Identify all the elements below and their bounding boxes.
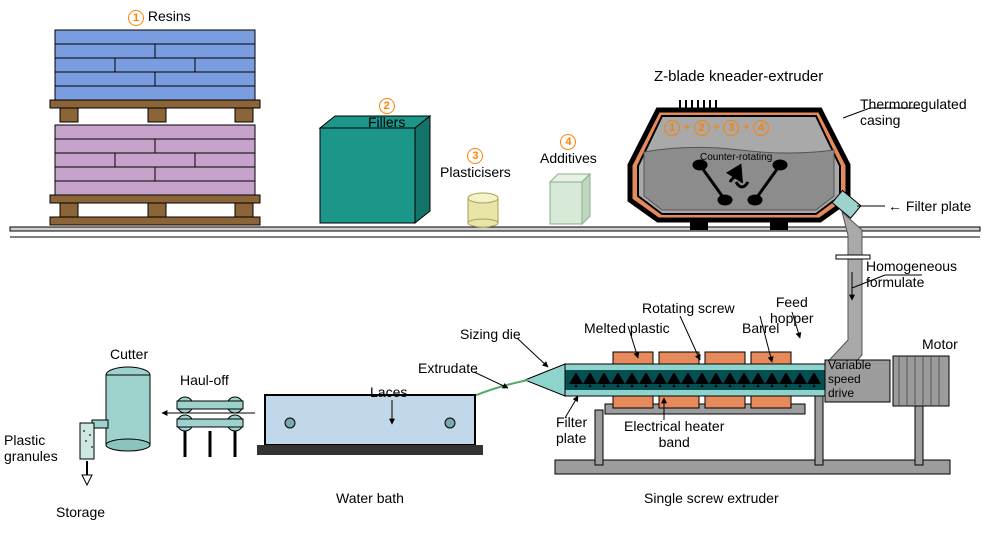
- additives-label: 4 Additives: [540, 132, 597, 166]
- resins-label: 1 Resins: [128, 8, 191, 26]
- filter-plate-label-1: ← Filter plate: [888, 198, 971, 214]
- haul-off-label: Haul-off: [180, 372, 229, 388]
- plasticisers-cylinder: [468, 193, 498, 227]
- plasticisers-label: 3 Plasticisers: [440, 146, 511, 180]
- casing-label: Thermoregulated casing: [860, 96, 967, 128]
- heater-label: Electrical heater band: [624, 418, 724, 450]
- additives-box: [550, 174, 590, 224]
- counter-rotating-label: Counter-rotating: [700, 152, 772, 163]
- water-bath-label: Water bath: [336, 490, 404, 506]
- formulate-label: Homogeneous formulate: [866, 258, 957, 290]
- fillers-box: [320, 116, 430, 223]
- extruder-base: [525, 352, 950, 474]
- kneader-title: Z-blade kneader-extruder: [654, 68, 823, 85]
- fillers-label: 2 Fillers: [368, 96, 405, 130]
- water-bath: [257, 395, 483, 455]
- extrudate-label: Extrudate: [418, 360, 478, 376]
- extruder-title: Single screw extruder: [644, 490, 779, 506]
- melted-plastic-label: Melted plastic: [584, 320, 670, 336]
- upper-shelf: [10, 227, 980, 231]
- diagram-canvas: [0, 0, 987, 550]
- barrel-label: Barrel: [742, 320, 779, 336]
- vsd-label: Variable speed drive: [828, 358, 871, 400]
- kneader-extruder: [630, 100, 870, 390]
- sizing-die-label: Sizing die: [460, 326, 521, 342]
- laces-label: Laces: [370, 384, 407, 400]
- cutter: [80, 367, 150, 485]
- motor-icon: [893, 356, 949, 406]
- haul-off: [162, 397, 255, 457]
- motor-label: Motor: [922, 336, 958, 352]
- filter-plate-label-2: Filter plate: [556, 414, 587, 446]
- rotating-screw-label: Rotating screw: [642, 300, 735, 316]
- storage-label: Storage: [56, 504, 105, 520]
- granules-label: Plastic granules: [4, 432, 58, 464]
- cutter-label: Cutter: [110, 346, 148, 362]
- kneader-mix-icons: 1 + 2 + 3 + 4: [664, 120, 769, 136]
- resins-pallet: [50, 30, 260, 225]
